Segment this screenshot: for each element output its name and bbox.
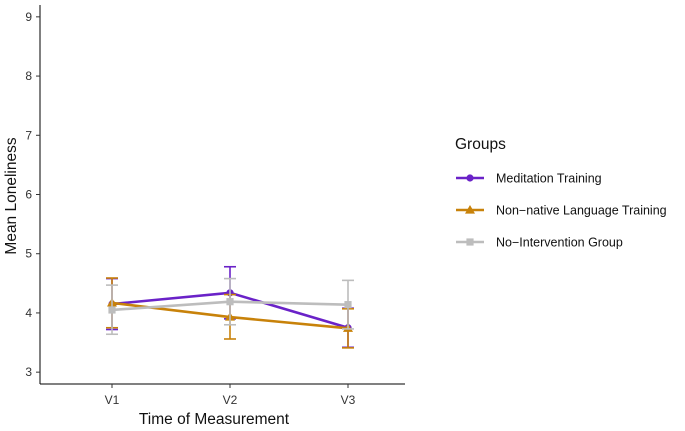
legend-item-3: No−Intervention Group: [456, 236, 623, 250]
y-tick-label: 5: [25, 247, 32, 261]
legend-title: Groups: [455, 136, 506, 153]
axes: 3 4 5 6 7 8 9 V1 V2 V3: [25, 5, 405, 407]
legend-item-1: Meditation Training: [456, 172, 602, 186]
series-layer: [106, 265, 354, 349]
x-axis-title: Time of Measurement: [139, 411, 290, 428]
data-point: [344, 301, 352, 309]
y-tick-label: 3: [25, 365, 32, 379]
legend-item-2: Non−native Language Training: [456, 204, 667, 218]
y-tick-label: 6: [25, 188, 32, 202]
legend-key-marker: [466, 174, 474, 182]
y-tick-label: 9: [25, 10, 32, 24]
data-point: [226, 298, 234, 306]
legend-label: Non−native Language Training: [496, 204, 667, 218]
x-tick-label: V2: [223, 393, 238, 407]
series-3: [106, 277, 354, 336]
y-tick-label: 7: [25, 128, 32, 142]
y-tick-label: 8: [25, 69, 32, 83]
legend-label: No−Intervention Group: [496, 236, 623, 250]
x-tick-label: V3: [341, 393, 356, 407]
data-point: [108, 306, 116, 314]
legend-key-marker: [465, 205, 475, 214]
y-axis-title: Mean Loneliness: [3, 137, 20, 254]
y-tick-label: 4: [25, 306, 32, 320]
legend-label: Meditation Training: [496, 172, 602, 186]
legend-key-marker: [466, 238, 474, 246]
legend: Groups Meditation Training Non−native Lan…: [455, 136, 667, 250]
x-tick-label: V1: [105, 393, 120, 407]
